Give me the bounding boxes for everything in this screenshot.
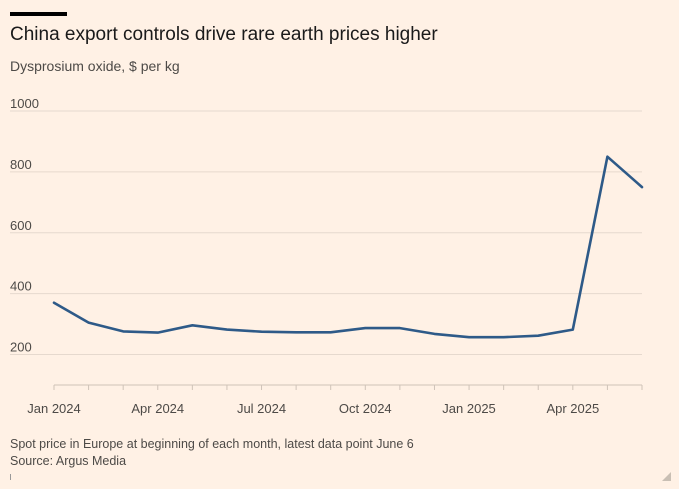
series-line-dysprosium xyxy=(52,155,644,339)
x-tick-label: Apr 2025 xyxy=(546,401,599,416)
footer-marker xyxy=(10,474,11,480)
chart-title: China export controls drive rare earth p… xyxy=(10,24,438,45)
x-tick-label: Jan 2025 xyxy=(442,401,496,416)
x-axis: Jan 2024 Apr 2024 Jul 2024 Oct 2024 Jan 2025… xyxy=(27,385,643,416)
chart-footer: Spot price in Europe at beginning of eac… xyxy=(10,436,414,470)
y-tick-label: 1000 xyxy=(10,96,39,111)
y-axis: 200 400 600 800 1000 xyxy=(10,96,39,355)
resize-corner-icon xyxy=(662,472,671,481)
series-lines xyxy=(52,155,644,339)
x-tick-label: Oct 2024 xyxy=(339,401,392,416)
y-tick-label: 200 xyxy=(10,340,32,355)
y-tick-label: 400 xyxy=(10,279,32,294)
x-tick-label: Jul 2024 xyxy=(237,401,286,416)
x-tick-label: Apr 2024 xyxy=(131,401,184,416)
y-tick-label: 600 xyxy=(10,218,32,233)
source-note: Source: Argus Media xyxy=(10,454,127,468)
y-tick-label: 800 xyxy=(10,157,32,172)
footnote: Spot price in Europe at beginning of eac… xyxy=(10,437,414,451)
header-accent-bar xyxy=(10,12,67,16)
x-tick-label: Jan 2024 xyxy=(27,401,81,416)
chart-subtitle: Dysprosium oxide, $ per kg xyxy=(10,58,180,74)
grid-lines xyxy=(10,110,642,386)
